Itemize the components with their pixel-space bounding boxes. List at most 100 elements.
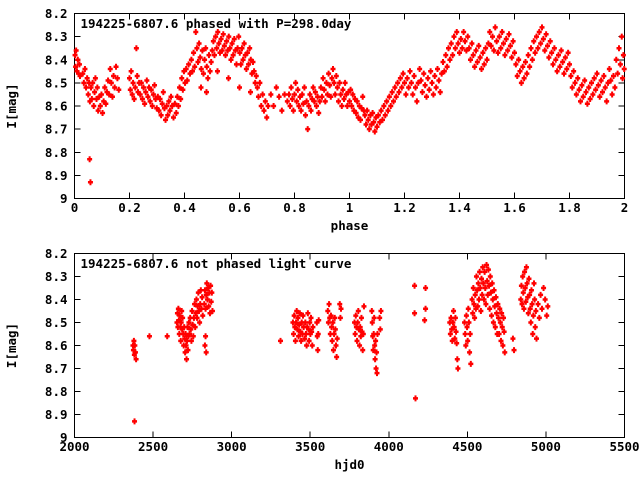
x-tick-label: 0.8: [283, 200, 306, 215]
data-point: [264, 114, 270, 121]
data-point: [536, 314, 542, 321]
data-point: [455, 365, 461, 372]
data-point: [337, 314, 343, 321]
data-point: [291, 331, 297, 337]
y-tick-label: 8.7: [45, 361, 68, 376]
data-points: [130, 262, 551, 425]
data-point: [510, 335, 516, 342]
data-point: [538, 291, 544, 298]
x-tick-label: 5000: [531, 439, 561, 454]
data-point: [612, 84, 618, 91]
data-point: [377, 326, 383, 333]
data-point: [202, 342, 208, 349]
x-tick-label: 2: [621, 200, 629, 215]
data-point: [433, 84, 439, 91]
data-point: [492, 24, 498, 31]
data-point: [369, 308, 375, 314]
data-point: [617, 61, 623, 68]
data-point: [295, 86, 301, 93]
data-point: [374, 331, 380, 337]
data-point: [528, 319, 534, 326]
data-point: [435, 66, 440, 72]
y-tick-label: 8.2: [45, 6, 68, 21]
data-point: [423, 285, 429, 291]
y-tick-label: 8.8: [45, 384, 68, 399]
data-point: [463, 312, 469, 319]
data-point: [437, 89, 443, 96]
x-tick-label: 0.4: [173, 200, 196, 215]
data-point: [412, 282, 418, 289]
data-point: [107, 66, 113, 72]
data-point: [527, 63, 533, 70]
data-point: [478, 308, 484, 314]
y-tick-label: 8.4: [45, 52, 68, 67]
y-axis-label: I[mag]: [4, 83, 19, 128]
data-point: [502, 349, 508, 356]
x-axis-ticks: 0 0.2 0.4 0.6 0.8 1 1.2 1.4 1.6 1.8 2: [71, 13, 629, 215]
data-point: [535, 301, 541, 308]
data-point: [423, 305, 429, 312]
data-point: [426, 86, 432, 93]
data-point: [476, 296, 482, 303]
data-point: [128, 68, 134, 75]
data-point: [191, 49, 197, 56]
data-point: [531, 280, 537, 287]
x-tick-label: 0.6: [228, 200, 251, 215]
y-tick-label: 9: [60, 430, 68, 445]
data-point: [425, 75, 431, 82]
data-point: [198, 84, 204, 91]
data-point: [613, 56, 619, 63]
data-point: [451, 308, 457, 314]
data-point: [609, 91, 615, 98]
data-point: [132, 418, 138, 425]
data-point: [422, 82, 428, 89]
data-point: [233, 61, 239, 68]
data-point: [465, 305, 471, 312]
data-point: [325, 308, 331, 314]
y-tick-label: 8.6: [45, 338, 68, 353]
data-point: [489, 312, 495, 319]
data-point: [430, 91, 436, 98]
data-point: [544, 312, 550, 319]
data-point: [414, 98, 420, 105]
data-point: [236, 33, 242, 40]
data-point: [525, 52, 531, 59]
y-tick-label: 8.3: [45, 29, 68, 44]
data-point: [301, 84, 307, 91]
data-point: [226, 75, 231, 82]
y-tick-label: 8.5: [45, 75, 68, 90]
data-point: [330, 66, 336, 72]
data-point: [424, 93, 429, 100]
data-point: [316, 109, 322, 116]
data-point: [413, 395, 418, 402]
data-point: [278, 337, 284, 344]
data-point: [616, 45, 622, 52]
data-point: [204, 63, 210, 70]
data-point: [440, 59, 446, 66]
data-point: [146, 333, 152, 340]
data-point: [534, 335, 539, 342]
data-point: [292, 337, 298, 344]
data-point: [532, 324, 538, 331]
data-point: [462, 331, 468, 337]
data-point: [332, 91, 338, 98]
data-point: [206, 52, 212, 59]
data-point: [620, 52, 626, 59]
data-point: [360, 93, 366, 100]
data-point: [467, 349, 473, 356]
data-point: [407, 68, 413, 75]
x-tick-label: 1.8: [558, 200, 581, 215]
y-axis-label: I[mag]: [4, 323, 19, 368]
data-point: [208, 59, 214, 66]
data-point: [305, 126, 311, 133]
data-point: [541, 285, 547, 291]
x-tick-label: 3000: [217, 439, 247, 454]
data-point: [286, 91, 292, 98]
data-point: [467, 331, 473, 337]
data-point: [273, 84, 279, 91]
x-tick-label: 0: [71, 200, 79, 215]
y-axis-ticks: 8.2 8.3 8.4 8.5 8.6 8.7 8.8 8.9 9: [45, 6, 625, 206]
data-point: [203, 333, 209, 340]
data-point: [127, 75, 132, 82]
data-point: [530, 331, 536, 337]
